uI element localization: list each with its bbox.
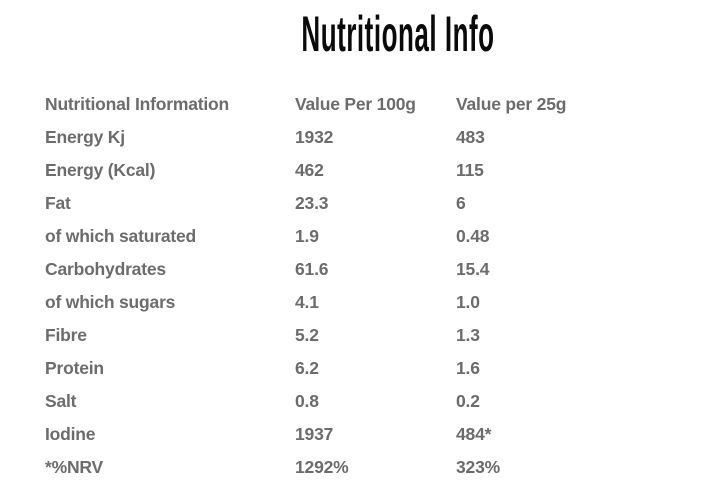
row-label: Energy Kj	[45, 127, 125, 147]
row-value-per-25g: 484*	[456, 424, 492, 444]
row-value-per-25g: 0.2	[456, 391, 480, 411]
table-row-nrv: *%NRV 1292% 323%	[45, 451, 705, 484]
row-label: Energy (Kcal)	[45, 160, 156, 180]
row-value-per-25g: 483	[456, 127, 485, 147]
row-value-per-25g: 15.4	[456, 259, 490, 279]
row-value-per-25g: 1.6	[456, 358, 480, 378]
row-value-per-25g: 0.48	[456, 226, 490, 246]
row-value-per-25g: 323%	[456, 457, 500, 477]
table-row-of-which-saturated: of which saturated 1.9 0.48	[45, 220, 705, 253]
row-label: *%NRV	[45, 457, 104, 477]
row-label: Fat	[45, 193, 71, 213]
row-value-per-100g: 5.2	[295, 325, 319, 345]
column-header-nutritional-information: Nutritional Information	[45, 94, 229, 114]
table-row-protein: Protein 6.2 1.6	[45, 352, 705, 385]
row-value-per-100g: 0.8	[295, 391, 319, 411]
page-title: Nutritional Info	[301, 6, 495, 62]
row-value-per-100g: 6.2	[295, 358, 319, 378]
row-label: Salt	[45, 391, 77, 411]
column-header-value-per-25g: Value per 25g	[456, 94, 567, 114]
table-row-salt: Salt 0.8 0.2	[45, 385, 705, 418]
row-value-per-25g: 1.3	[456, 325, 480, 345]
row-value-per-100g: 4.1	[295, 292, 319, 312]
table-row-of-which-sugars: of which sugars 4.1 1.0	[45, 286, 705, 319]
nutrition-table: Nutritional Information Value Per 100g V…	[45, 88, 705, 484]
table-row-fibre: Fibre 5.2 1.3	[45, 319, 705, 352]
row-value-per-100g: 1.9	[295, 226, 319, 246]
table-row-fat: Fat 23.3 6	[45, 187, 705, 220]
table-row-energy-kj: Energy Kj 1932 483	[45, 121, 705, 154]
row-value-per-100g: 1292%	[295, 457, 349, 477]
row-value-per-25g: 115	[456, 160, 484, 180]
table-row-energy-kcal: Energy (Kcal) 462 115	[45, 154, 705, 187]
table-row-iodine: Iodine 1937 484*	[45, 418, 705, 451]
row-value-per-100g: 23.3	[295, 193, 329, 213]
row-value-per-100g: 1937	[295, 424, 334, 444]
row-value-per-100g: 61.6	[295, 259, 329, 279]
row-label: Iodine	[45, 424, 96, 444]
row-value-per-100g: 1932	[295, 127, 334, 147]
row-label: of which sugars	[45, 292, 176, 312]
column-header-value-per-100g: Value Per 100g	[295, 94, 416, 114]
table-row-carbohydrates: Carbohydrates 61.6 15.4	[45, 253, 705, 286]
row-label: Carbohydrates	[45, 259, 166, 279]
row-label: Protein	[45, 358, 104, 378]
row-value-per-100g: 462	[295, 160, 324, 180]
row-value-per-25g: 6	[456, 193, 466, 213]
table-header-row: Nutritional Information Value Per 100g V…	[45, 88, 705, 121]
row-label: of which saturated	[45, 226, 197, 246]
row-value-per-25g: 1.0	[456, 292, 480, 312]
row-label: Fibre	[45, 325, 87, 345]
